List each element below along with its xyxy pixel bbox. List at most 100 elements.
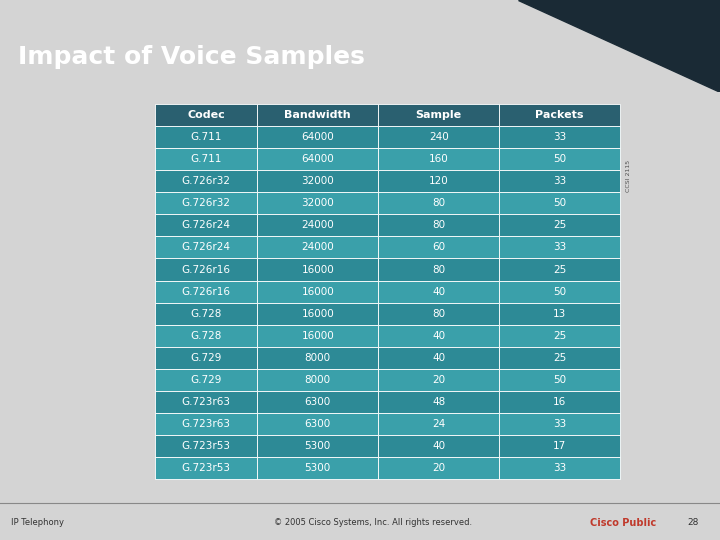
Text: 5300: 5300 [305, 441, 331, 451]
Bar [155, 104, 257, 126]
Text: G.723r53: G.723r53 [181, 463, 230, 473]
Text: © 2005 Cisco Systems, Inc. All rights reserved.: © 2005 Cisco Systems, Inc. All rights re… [274, 518, 472, 528]
Text: G.728: G.728 [191, 309, 222, 319]
Bar [499, 391, 620, 413]
Text: G.726r24: G.726r24 [181, 220, 230, 231]
Text: 25: 25 [553, 353, 566, 363]
Bar [378, 413, 499, 435]
Text: 6300: 6300 [305, 419, 331, 429]
Bar [257, 391, 378, 413]
Bar [378, 170, 499, 192]
Text: 40: 40 [432, 287, 445, 296]
Text: G.726r24: G.726r24 [181, 242, 230, 252]
Bar [499, 369, 620, 391]
Text: 16000: 16000 [302, 309, 334, 319]
Text: 8000: 8000 [305, 375, 330, 385]
Text: G.726r32: G.726r32 [181, 198, 230, 208]
Bar [155, 126, 257, 148]
Text: 13: 13 [553, 309, 566, 319]
Bar [378, 391, 499, 413]
Bar [257, 413, 378, 435]
Text: 33: 33 [553, 419, 566, 429]
Text: G.728: G.728 [191, 330, 222, 341]
Bar [378, 237, 499, 259]
Text: G.726r32: G.726r32 [181, 176, 230, 186]
Bar [499, 413, 620, 435]
Text: Cisco Public: Cisco Public [590, 518, 657, 528]
Text: G.726r16: G.726r16 [181, 265, 230, 274]
Text: 5300: 5300 [305, 463, 331, 473]
Bar [155, 281, 257, 302]
Bar [378, 192, 499, 214]
Text: Packets: Packets [535, 110, 584, 120]
Text: G.711: G.711 [191, 132, 222, 142]
Text: 50: 50 [553, 154, 566, 164]
Text: 48: 48 [432, 397, 445, 407]
Bar [378, 214, 499, 237]
Bar [499, 237, 620, 259]
Text: 50: 50 [553, 198, 566, 208]
Text: 32000: 32000 [302, 198, 334, 208]
Bar [499, 435, 620, 457]
Bar [499, 347, 620, 369]
Text: 28: 28 [687, 518, 698, 528]
Text: 80: 80 [432, 265, 445, 274]
Bar [499, 126, 620, 148]
Text: 6300: 6300 [305, 397, 331, 407]
Bar [257, 192, 378, 214]
Text: 50: 50 [553, 375, 566, 385]
Text: 40: 40 [432, 441, 445, 451]
Text: 80: 80 [432, 220, 445, 231]
Text: 80: 80 [432, 198, 445, 208]
Bar [155, 347, 257, 369]
Text: 40: 40 [432, 330, 445, 341]
Text: 20: 20 [432, 375, 445, 385]
Bar [155, 259, 257, 281]
Text: 25: 25 [553, 330, 566, 341]
Bar [499, 192, 620, 214]
Text: 50: 50 [553, 287, 566, 296]
Text: Sample: Sample [415, 110, 462, 120]
Bar [499, 170, 620, 192]
Bar [257, 126, 378, 148]
Bar [155, 413, 257, 435]
Bar [155, 457, 257, 479]
Text: 64000: 64000 [302, 132, 334, 142]
Text: G.723r53: G.723r53 [181, 441, 230, 451]
Text: 40: 40 [432, 353, 445, 363]
Text: Bandwidth: Bandwidth [284, 110, 351, 120]
Bar [499, 281, 620, 302]
Text: G.729: G.729 [191, 353, 222, 363]
Text: 24000: 24000 [302, 242, 334, 252]
Text: CCSI 2115: CCSI 2115 [626, 160, 631, 192]
Text: 8000: 8000 [305, 353, 330, 363]
Bar [378, 148, 499, 170]
Text: G.729: G.729 [191, 375, 222, 385]
Text: IP Telephony: IP Telephony [11, 518, 64, 528]
Bar [257, 369, 378, 391]
Bar [257, 457, 378, 479]
Text: Codec: Codec [187, 110, 225, 120]
Bar [155, 148, 257, 170]
Bar [499, 302, 620, 325]
Text: 33: 33 [553, 242, 566, 252]
Text: 24000: 24000 [302, 220, 334, 231]
Text: 120: 120 [429, 176, 449, 186]
Bar [378, 435, 499, 457]
Bar [499, 214, 620, 237]
Bar [257, 104, 378, 126]
Text: 17: 17 [553, 441, 566, 451]
Bar [257, 281, 378, 302]
Bar [257, 347, 378, 369]
Text: 16: 16 [553, 397, 566, 407]
Polygon shape [518, 0, 720, 92]
Bar [257, 214, 378, 237]
Text: 16000: 16000 [302, 287, 334, 296]
Text: 80: 80 [432, 309, 445, 319]
Bar [257, 325, 378, 347]
Text: 64000: 64000 [302, 154, 334, 164]
Text: 33: 33 [553, 463, 566, 473]
Bar [499, 325, 620, 347]
Text: 25: 25 [553, 220, 566, 231]
Bar [378, 302, 499, 325]
